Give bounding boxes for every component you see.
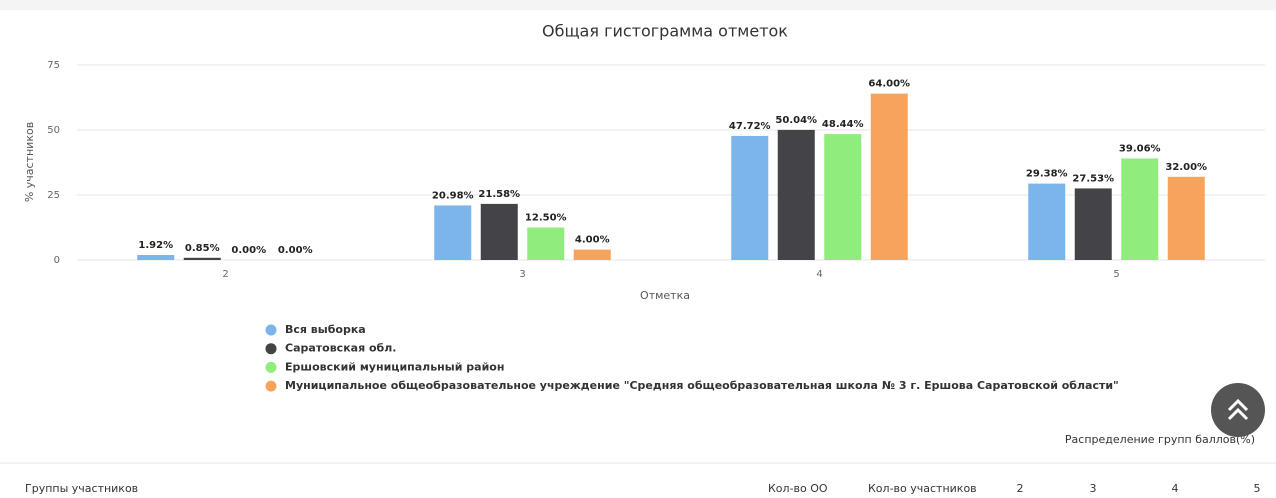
table-header-cell: Кол-во участников xyxy=(868,482,977,495)
y-axis-label: % участников xyxy=(23,122,36,202)
data-label: 4.00% xyxy=(575,235,610,246)
legend-marker xyxy=(265,380,277,392)
scroll-top-button[interactable] xyxy=(1211,383,1265,437)
table-header-cell: 4 xyxy=(1172,482,1179,495)
legend-marker xyxy=(265,343,277,355)
legend-marker xyxy=(265,361,277,373)
data-label: 48.44% xyxy=(822,119,864,130)
legend-marker xyxy=(265,324,277,336)
bar xyxy=(527,227,565,260)
scroll-top-icon[interactable] xyxy=(1227,398,1249,421)
bar xyxy=(777,129,815,260)
chart-title: Общая гистограмма отметок xyxy=(542,22,788,41)
legend-label: Муниципальное общеобразовательное учрежд… xyxy=(285,379,1119,392)
bar xyxy=(1028,183,1066,260)
table-caption: Распределение групп баллов(%) xyxy=(1065,433,1255,446)
y-tick-label: 75 xyxy=(47,60,60,71)
table-header-cell: 5 xyxy=(1254,482,1261,495)
bar xyxy=(1074,188,1112,260)
x-tick-label: 3 xyxy=(519,269,525,280)
legend-label: Ершовский муниципальный район xyxy=(285,360,504,373)
bar xyxy=(573,249,611,260)
x-tick-label: 2 xyxy=(222,269,228,280)
data-label: 47.72% xyxy=(729,121,771,132)
data-label: 20.98% xyxy=(432,190,474,201)
legend-label: Вся выборка xyxy=(285,323,366,336)
data-label: 64.00% xyxy=(868,79,910,90)
data-label: 39.06% xyxy=(1119,143,1161,154)
table-header-cell: 3 xyxy=(1090,482,1097,495)
top-band xyxy=(0,0,1276,10)
bar xyxy=(137,255,175,260)
data-label: 27.53% xyxy=(1072,173,1114,184)
bar xyxy=(731,135,769,260)
y-tick-label: 0 xyxy=(54,255,60,266)
data-label: 32.00% xyxy=(1165,162,1207,173)
bar xyxy=(870,93,908,260)
data-label: 1.92% xyxy=(138,240,173,251)
bar xyxy=(1121,158,1159,260)
y-tick-label: 25 xyxy=(47,190,60,201)
data-label: 0.00% xyxy=(231,245,266,256)
data-label: 29.38% xyxy=(1026,169,1068,180)
legend-label: Саратовская обл. xyxy=(285,342,396,355)
data-label: 21.58% xyxy=(478,189,520,200)
bar xyxy=(1167,176,1205,260)
table-header-cell: 2 xyxy=(1017,482,1024,495)
table-header-cell: Кол-во ОО xyxy=(768,482,828,495)
bar xyxy=(480,203,518,260)
data-label: 0.00% xyxy=(278,245,313,256)
bar xyxy=(824,134,862,260)
bar xyxy=(183,257,221,260)
data-label: 0.85% xyxy=(185,243,220,254)
bar xyxy=(434,205,472,260)
x-axis-label: Отметка xyxy=(640,289,690,302)
data-label: 12.50% xyxy=(525,213,567,224)
y-tick-label: 50 xyxy=(47,125,60,136)
data-label: 50.04% xyxy=(775,115,817,126)
x-tick-label: 4 xyxy=(816,269,822,280)
table-header-cell: Группы участников xyxy=(25,482,138,495)
x-tick-label: 5 xyxy=(1113,269,1119,280)
